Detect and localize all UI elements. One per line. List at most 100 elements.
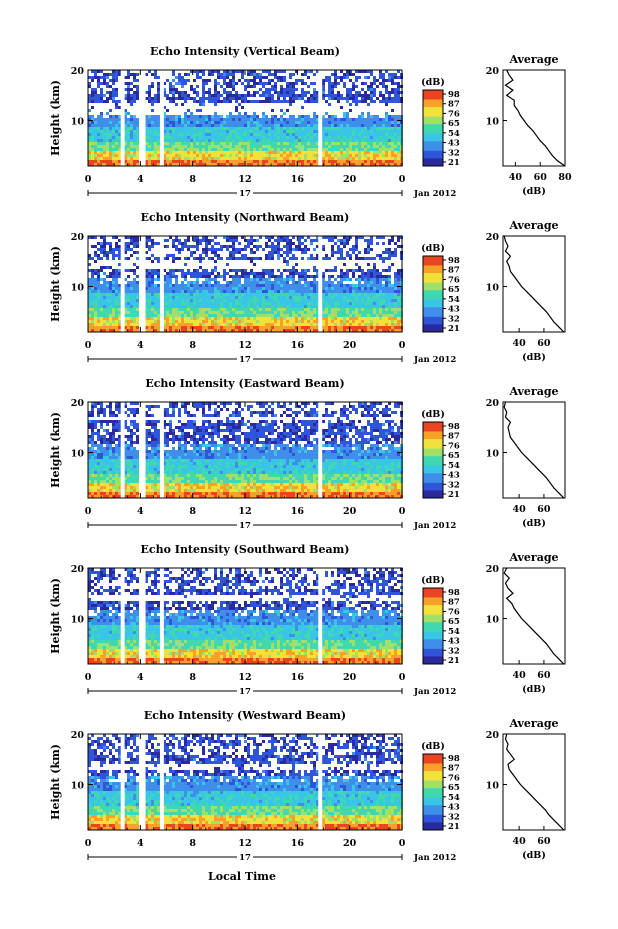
colorbar-segment <box>423 801 443 804</box>
x-tick-label: 4 <box>137 340 144 351</box>
day-bar-gap <box>237 187 253 197</box>
x-tick-label: 12 <box>238 672 251 683</box>
average-x-tick-label: 40 <box>513 836 527 847</box>
average-frame <box>502 733 566 831</box>
colorbar-segment <box>423 771 443 774</box>
colorbar-segment <box>423 790 443 793</box>
colorbar-tick-label: 76 <box>448 441 460 451</box>
colorbar-segment <box>423 276 443 280</box>
data-gap <box>318 568 323 664</box>
colorbar-segment <box>423 465 443 469</box>
colorbar-segment <box>423 265 443 268</box>
colorbar-segment <box>423 158 443 161</box>
colorbar-segment <box>423 826 443 829</box>
y-axis-label: Height (km) <box>49 412 62 488</box>
x-tick-label: 0 <box>399 672 406 683</box>
colorbar-segment <box>423 324 443 327</box>
x-tick-label: 0 <box>399 506 406 517</box>
colorbar-segment <box>423 479 443 482</box>
colorbar-segment <box>423 122 443 125</box>
colorbar-segment <box>423 767 443 770</box>
date-label: Jan 2012 <box>413 853 456 863</box>
colorbar-segment <box>423 99 443 102</box>
colorbar-segment <box>423 633 443 636</box>
colorbar-segment <box>423 284 443 287</box>
y-axis-label: Height (km) <box>49 80 62 156</box>
data-gap <box>318 236 323 332</box>
colorbar-segment <box>423 256 443 259</box>
colorbar-segment <box>423 631 443 635</box>
day-label: 17 <box>239 355 251 365</box>
colorbar-tick-label: 54 <box>448 627 460 637</box>
colorbar-segment <box>423 131 443 135</box>
colorbar-tick-label: 43 <box>448 803 460 813</box>
day-bar-gap <box>237 353 253 363</box>
colorbar-tick-label: 76 <box>448 773 460 783</box>
colorbar-segment <box>423 154 443 157</box>
colorbar-segment <box>423 482 443 486</box>
average-x-tick-label: 60 <box>537 670 551 681</box>
average-y-tick-label: 20 <box>486 730 500 741</box>
colorbar-segment <box>423 330 443 333</box>
colorbar-segment <box>423 809 443 812</box>
average-y-tick-label: 10 <box>486 781 500 792</box>
x-tick-label: 20 <box>343 838 357 849</box>
x-tick-label: 0 <box>399 340 406 351</box>
colorbar-segment <box>423 477 443 480</box>
colorbar-segment <box>423 290 443 293</box>
colorbar-tick-label: 32 <box>448 646 460 656</box>
y-tick-label: 20 <box>71 398 85 409</box>
colorbar-segment <box>423 607 443 610</box>
colorbar-tick-label: 98 <box>448 754 460 764</box>
colorbar-segment <box>423 774 443 778</box>
colorbar-segment <box>423 439 443 442</box>
colorbar-tick-label: 21 <box>448 656 460 666</box>
colorbar-segment <box>423 429 443 432</box>
panel-title: Echo Intensity (Vertical Beam) <box>150 45 340 58</box>
colorbar-segment <box>423 494 443 497</box>
colorbar-segment <box>423 301 443 304</box>
colorbar-tick-label: 98 <box>448 90 460 100</box>
colorbar-segment <box>423 480 443 484</box>
x-tick-label: 12 <box>238 506 251 517</box>
colorbar-segment <box>423 425 443 429</box>
colorbar-segment <box>423 148 443 152</box>
colorbar-segment <box>423 162 443 165</box>
data-gap <box>159 734 164 830</box>
colorbar-segment <box>423 795 443 799</box>
colorbar-segment <box>423 101 443 104</box>
colorbar-segment <box>423 797 443 801</box>
colorbar-segment <box>423 788 443 791</box>
colorbar-segment <box>423 294 443 297</box>
colorbar-segment <box>423 828 443 831</box>
colorbar-segment <box>423 629 443 633</box>
colorbar-tick-label: 54 <box>448 793 460 803</box>
x-tick-label: 20 <box>343 672 357 683</box>
colorbar-tick-label: 65 <box>448 617 460 627</box>
colorbar-segment <box>423 322 443 325</box>
colorbar-segment <box>423 616 443 619</box>
colorbar-segment <box>423 776 443 780</box>
colorbar-segment <box>423 278 443 282</box>
colorbar-tick-label: 21 <box>448 324 460 334</box>
colorbar-frame <box>422 421 444 499</box>
colorbar-segment <box>423 431 443 434</box>
colorbar-segment <box>423 458 443 461</box>
colorbar-tick-label: 87 <box>448 598 460 608</box>
average-title: Average <box>508 219 558 232</box>
average-x-tick-label: 60 <box>537 504 551 515</box>
panel-5: Echo Intensity (Westward Beam) 0 4 8 12 16 20 0… <box>49 709 566 863</box>
average-x-tick-label: 60 <box>537 338 551 349</box>
colorbar-segment <box>423 460 443 463</box>
heatmap-cells <box>88 568 403 664</box>
colorbar-segment <box>423 435 443 438</box>
x-tick-label: 16 <box>291 506 305 517</box>
colorbar-segment <box>423 427 443 431</box>
colorbar-segment <box>423 95 443 99</box>
colorbar-segment <box>423 156 443 159</box>
colorbar-segment <box>423 164 443 167</box>
colorbar-segment <box>423 765 443 768</box>
colorbar-segment <box>423 641 443 644</box>
average-y-tick-label: 10 <box>486 615 500 626</box>
data-gap <box>139 236 146 332</box>
